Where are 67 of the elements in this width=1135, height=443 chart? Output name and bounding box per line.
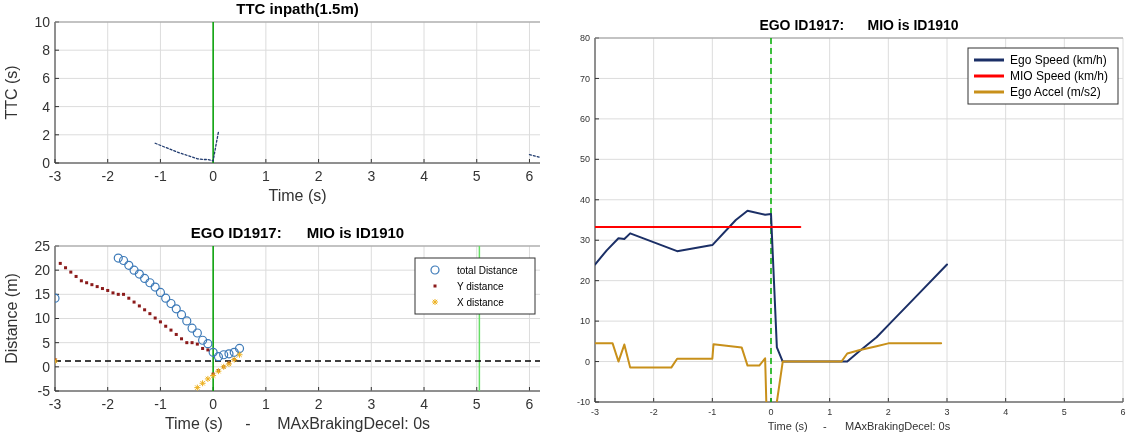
chart-title: EGO ID1917: MIO is ID1910 — [759, 17, 959, 33]
y-tick-label: 0 — [42, 358, 51, 375]
x-tick-label: 2 — [314, 168, 323, 184]
x-tick-label: -1 — [708, 407, 717, 417]
y-tick-label: 60 — [579, 114, 590, 125]
y-tick-label: 0 — [42, 154, 51, 171]
x-tick-label: 4 — [1003, 407, 1009, 417]
x-tick-label: 3 — [944, 407, 950, 417]
x-tick-label: 5 — [1061, 407, 1067, 417]
legend-label: total Distance — [457, 264, 519, 276]
x-tick-label: 3 — [367, 168, 376, 184]
x-tick-label: -2 — [101, 396, 115, 412]
x-tick-label: 4 — [420, 396, 429, 412]
legend-label: X distance — [457, 296, 505, 308]
x-tick-label: -3 — [48, 396, 62, 412]
legend-label: Ego Speed (km/h) — [1010, 53, 1107, 68]
x-tick-label: 6 — [1120, 407, 1126, 417]
x-tick-label: 6 — [525, 396, 534, 412]
x-axis-title: Time (s) - MAxBrakingDecel: 0s — [164, 415, 431, 432]
y-tick-label: 0 — [584, 356, 590, 367]
x-tick-label: 2 — [314, 396, 323, 412]
x-tick-label: 4 — [420, 168, 429, 184]
chart-title: EGO ID1917: MIO is ID1910 — [190, 224, 405, 241]
chart-title: TTC inpath(1.5m) — [236, 0, 359, 17]
x-tick-label: 1 — [261, 168, 270, 184]
y-tick-label: 5 — [42, 334, 51, 351]
x-tick-label: -3 — [590, 407, 600, 417]
x-tick-label: 3 — [367, 396, 376, 412]
y-tick-label: 40 — [579, 194, 590, 205]
legend-label: Y distance — [457, 280, 504, 292]
y-tick-label: 70 — [579, 73, 590, 84]
x-tick-label: -1 — [154, 396, 167, 412]
x-tick-label: -3 — [48, 168, 62, 184]
y-tick-label: -10 — [576, 397, 590, 408]
x-tick-label: 0 — [768, 407, 774, 417]
legend-label: Ego Accel (m/s2) — [1010, 85, 1101, 100]
x-tick-label: 1 — [261, 396, 270, 412]
y-tick-label: 25 — [34, 237, 51, 254]
x-tick-label: 1 — [827, 407, 833, 417]
x-tick-label: 5 — [472, 168, 481, 184]
y-tick-label: 4 — [42, 98, 51, 115]
legend-label: MIO Speed (km/h) — [1010, 69, 1109, 84]
y-tick-label: 2 — [42, 126, 51, 143]
y-tick-label: -5 — [37, 382, 51, 399]
y-tick-label: 10 — [34, 13, 51, 30]
x-tick-label: 6 — [525, 168, 534, 184]
y-tick-label: 20 — [579, 275, 590, 286]
x-axis-title: Time (s) - MAxBrakingDecel: 0s — [767, 420, 951, 432]
x-tick-label: 5 — [472, 396, 481, 412]
y-tick-label: 6 — [42, 70, 51, 87]
y-tick-label: 8 — [42, 42, 51, 59]
x-axis-title: Time (s) — [268, 187, 327, 204]
x-tick-label: 0 — [209, 396, 218, 412]
y-tick-label: 50 — [579, 154, 590, 165]
y-axis-title: Distance (m) — [3, 273, 20, 364]
x-tick-label: 0 — [209, 168, 218, 184]
x-tick-label: -2 — [649, 407, 658, 417]
y-tick-label: 10 — [579, 316, 590, 327]
x-tick-label: -1 — [154, 168, 167, 184]
y-tick-label: 10 — [34, 310, 51, 327]
x-tick-label: -2 — [101, 168, 115, 184]
y-tick-label: 30 — [579, 235, 590, 246]
y-axis-title: TTC (s) — [3, 65, 20, 120]
y-tick-label: 20 — [34, 262, 51, 279]
y-tick-label: 15 — [34, 286, 51, 303]
x-tick-label: 2 — [885, 407, 891, 417]
y-tick-label: 80 — [579, 33, 590, 44]
